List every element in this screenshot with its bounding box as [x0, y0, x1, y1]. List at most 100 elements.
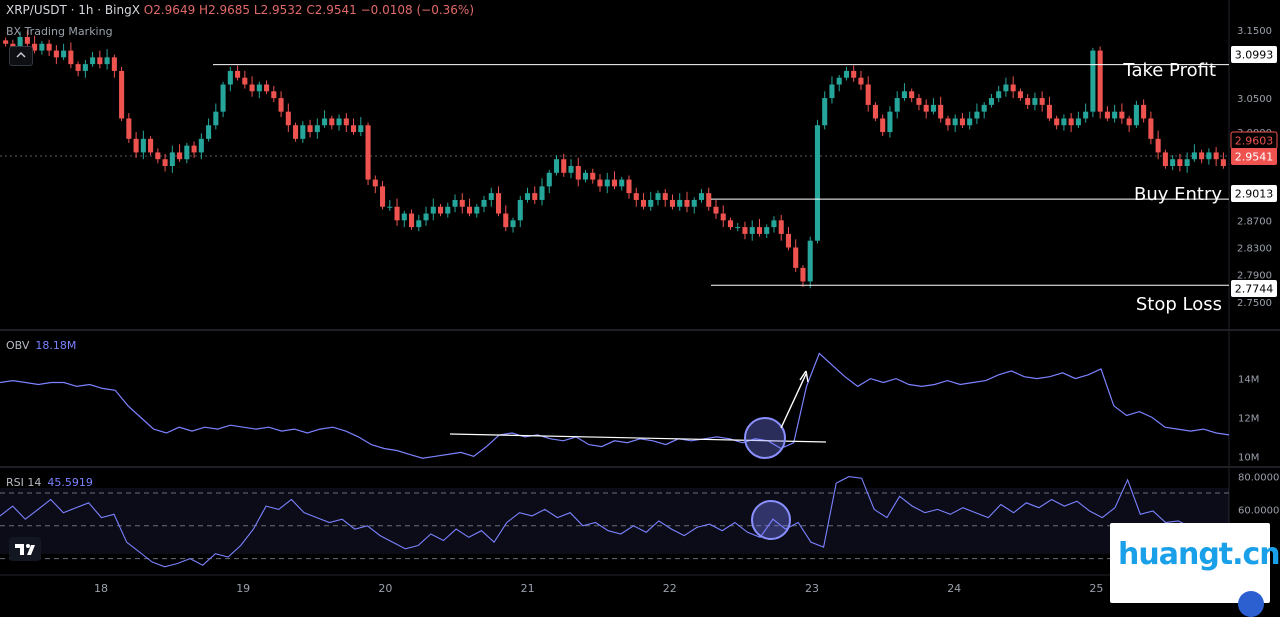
candle-body [394, 206, 400, 221]
high-value: H2.9685 [199, 3, 251, 17]
candle-body [945, 118, 951, 126]
candle-body [1155, 138, 1161, 153]
time-axis[interactable]: 18 19 20 21 22 23 24 25 [94, 582, 1103, 595]
candle-body [495, 193, 502, 214]
candle-body [191, 145, 197, 153]
candle-body [1068, 118, 1074, 126]
candle-body [488, 193, 494, 200]
obv-axis-label: 10M [1238, 452, 1259, 463]
obv-axis-label: 14M [1238, 375, 1259, 386]
candle-body [1090, 50, 1096, 112]
candle-body [785, 233, 792, 248]
candle-body [1032, 98, 1038, 105]
obv-value: 18.18M [35, 339, 77, 352]
candle-body [1025, 98, 1031, 105]
candle-body [1083, 111, 1089, 119]
candle-body [633, 193, 639, 200]
change-value: −0.0108 (−0.36%) [360, 3, 475, 17]
candle-body [546, 172, 552, 187]
candle-body [822, 98, 828, 126]
time-axis-label: 22 [663, 582, 677, 595]
time-axis-label: 21 [521, 582, 535, 595]
candle-body [974, 111, 980, 119]
candle-body [24, 36, 30, 44]
candle-body [1075, 118, 1081, 126]
candle-body [1133, 104, 1139, 126]
candle-body [1112, 111, 1118, 119]
candle-body [764, 227, 770, 234]
obv-legend[interactable]: OBV 18.18M [6, 339, 76, 352]
candle-body [735, 227, 741, 229]
indicator-legend[interactable]: BX Trading Marking [6, 25, 113, 38]
symbol-label[interactable]: XRP/USDT · 1h · BingX [6, 3, 140, 17]
trading-chart[interactable]: 3.15003.05003.00002.87002.83002.79002.75… [0, 0, 1280, 603]
candle-body [474, 206, 480, 214]
svg-text:2.9013: 2.9013 [1235, 188, 1274, 201]
candle-body [1162, 152, 1168, 166]
candle-body [1119, 111, 1125, 119]
rsi-pane[interactable]: 80.0000 60.0000 [0, 473, 1279, 568]
price-axis-label: 3.1500 [1237, 26, 1272, 37]
candle-body [1104, 111, 1110, 119]
candle-body [561, 159, 567, 173]
close-value: C2.9541 [306, 3, 357, 17]
candle-body [264, 84, 270, 92]
stop-loss-label: Stop Loss [1136, 294, 1222, 315]
candle-body [727, 220, 734, 228]
candle-body [249, 84, 255, 92]
candle-body [713, 206, 719, 214]
candle-body [909, 91, 915, 99]
tradingview-logo[interactable] [9, 537, 41, 561]
candle-body [104, 57, 110, 65]
last-price-tag: 2.9541 [1231, 148, 1277, 165]
obv-pane[interactable]: 14M 12M 10M [0, 352, 1259, 463]
candle-body [1206, 152, 1212, 160]
tradingview-icon [15, 544, 35, 555]
candle-body [423, 213, 429, 221]
collapse-legend-button[interactable] [9, 46, 33, 66]
candle-body [575, 166, 581, 180]
low-value: L2.9532 [253, 3, 303, 17]
obv-title: OBV [6, 339, 30, 352]
candle-body [343, 118, 349, 126]
candle-body [314, 125, 320, 133]
candle-body [68, 50, 74, 65]
candle-body [300, 125, 306, 139]
candle-body [329, 118, 335, 126]
chart-header: XRP/USDT · 1h · BingX O2.9649 H2.9685 L2… [6, 3, 474, 17]
rsi-highlight-circle [751, 500, 791, 540]
candle-body [1126, 118, 1132, 126]
time-axis-label: 18 [94, 582, 108, 595]
obv-trendline [449, 433, 827, 443]
candle-body [365, 125, 371, 180]
rsi-legend[interactable]: RSI 14 45.5919 [6, 476, 93, 489]
time-axis-label: 20 [378, 582, 392, 595]
candle-body [742, 227, 748, 234]
candlestick-series [3, 30, 1226, 289]
candle-body [662, 193, 668, 200]
candle-body [1191, 152, 1197, 160]
watermark: huangt.cn [1110, 523, 1280, 617]
candle-body [198, 138, 204, 153]
take-profit-label: Take Profit [1122, 60, 1216, 81]
candle-body [1184, 159, 1190, 166]
candle-body [930, 104, 936, 112]
watermark-badge [1238, 591, 1264, 617]
candle-body [322, 118, 328, 126]
trade-levels [213, 64, 1229, 286]
candle-body [1141, 104, 1147, 119]
stop-loss-price-tag: 2.7744 [1231, 280, 1277, 297]
watermark-text: huangt.cn [1118, 537, 1280, 572]
candle-body [952, 118, 958, 126]
candle-body [959, 118, 965, 126]
candle-body [162, 159, 168, 166]
candle-body [756, 227, 763, 234]
candle-body [619, 179, 625, 187]
candle-body [126, 118, 132, 139]
candle-body [1177, 159, 1183, 166]
time-axis-label: 23 [805, 582, 819, 595]
candle-body [669, 199, 676, 207]
candle-body [32, 43, 38, 51]
candle-body [1199, 152, 1205, 160]
candle-body [140, 138, 146, 153]
